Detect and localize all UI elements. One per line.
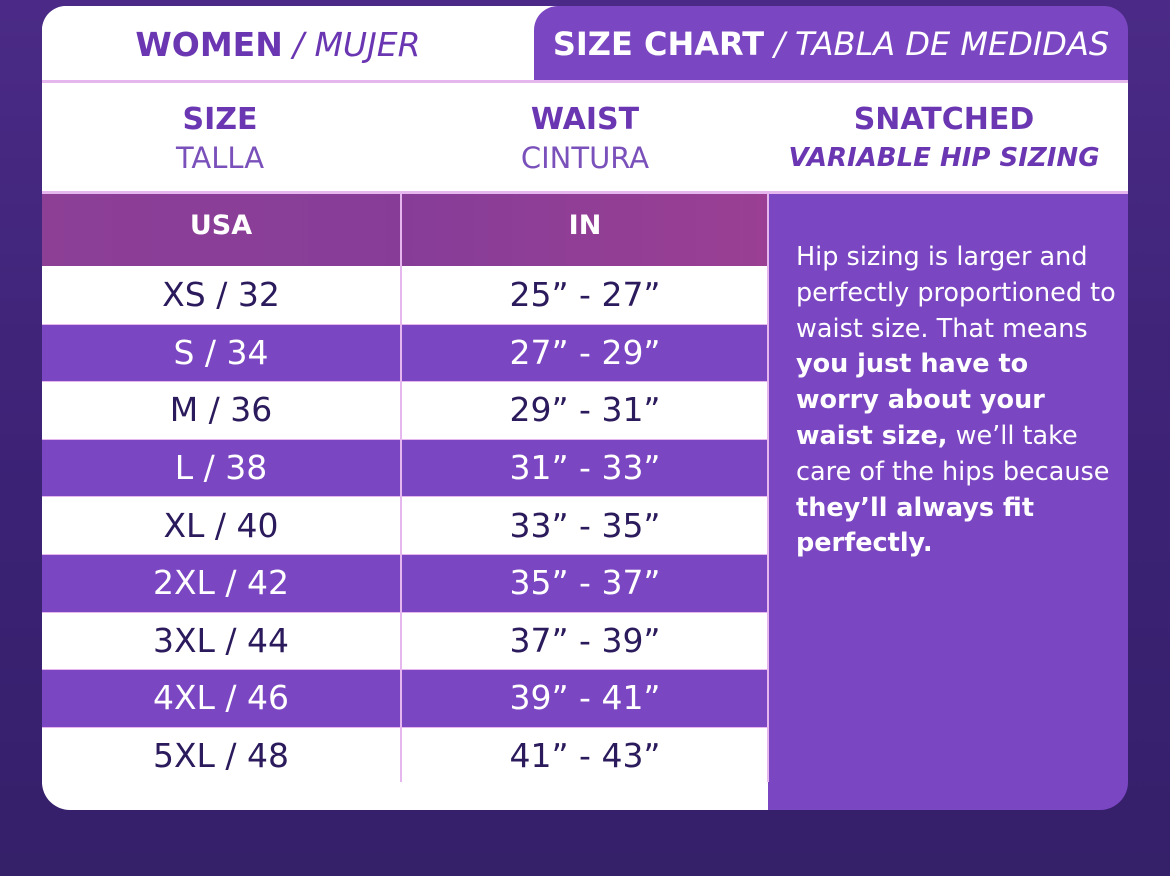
- snatched-header-sub: VARIABLE HIP SIZING: [788, 143, 1100, 173]
- size-cell: M / 36: [169, 390, 273, 430]
- size-chart-tab: [534, 6, 1128, 82]
- waist-cell: 41” - 43”: [509, 736, 661, 776]
- table-row: XL / 40 33” - 35”: [42, 496, 768, 554]
- row-separator: [42, 611, 768, 613]
- size-chart-title: SIZE CHART / TABLA DE MEDIDAS: [534, 6, 1128, 82]
- row-separator: [42, 381, 768, 383]
- row-separator: [42, 726, 768, 728]
- row-separator: [42, 323, 768, 325]
- hip-text-bold2: they’ll always fit perfectly.: [796, 492, 1035, 559]
- unit-usa: USA: [189, 209, 253, 241]
- bottom-strip: [0, 876, 1170, 888]
- size-cell: L / 38: [174, 448, 268, 488]
- women-title-bold: WOMEN: [135, 24, 283, 64]
- header-bottom-divider: [42, 191, 1128, 194]
- size-chart-title-italic: / TABLA DE MEDIDAS: [774, 25, 1110, 63]
- table-row: 5XL / 48 41” - 43”: [42, 726, 768, 785]
- table-row: M / 36 29” - 31”: [42, 381, 768, 439]
- column-divider: [400, 194, 402, 782]
- women-title-italic: / MUJER: [292, 24, 421, 64]
- row-separator: [42, 554, 768, 555]
- waist-header-main: WAIST: [530, 102, 640, 137]
- waist-cell: 37” - 39”: [509, 620, 661, 660]
- waist-cell: 39” - 41”: [509, 678, 661, 718]
- size-cell: 5XL / 48: [152, 736, 290, 776]
- waist-cell: 35” - 37”: [509, 563, 661, 603]
- hip-text-part2: we’ll take care of the hips because: [796, 420, 1110, 487]
- waist-column-header: WAIST CINTURA: [402, 100, 768, 176]
- women-tab: [42, 6, 514, 84]
- women-title: WOMEN / MUJER: [42, 6, 514, 82]
- waist-cell: 33” - 35”: [509, 505, 661, 545]
- waist-cell: 27” - 29”: [509, 332, 661, 372]
- size-cell: 4XL / 46: [152, 678, 290, 718]
- size-cell: 2XL / 42: [152, 563, 290, 603]
- size-cell: XS / 32: [162, 275, 280, 315]
- table-row: 3XL / 44 37” - 39”: [42, 611, 768, 670]
- row-separator: [42, 669, 768, 671]
- table-row: XS / 32 25” - 27”: [42, 266, 768, 324]
- table-row: 4XL / 46 39” - 41”: [42, 669, 768, 727]
- snatched-column-header: SNATCHED VARIABLE HIP SIZING: [768, 100, 1120, 176]
- snatched-header-main: SNATCHED: [853, 102, 1035, 137]
- table-row: 2XL / 42 35” - 37”: [42, 554, 768, 612]
- row-separator: [42, 438, 768, 440]
- column-header-band: [42, 82, 1128, 194]
- size-chart-title-bold: SIZE CHART: [552, 25, 765, 63]
- size-cell: 3XL / 44: [152, 620, 290, 660]
- size-cell: XL / 40: [163, 505, 279, 545]
- table-row: L / 38 31” - 33”: [42, 438, 768, 497]
- waist-cell: 29” - 31”: [509, 390, 661, 430]
- size-header-main: SIZE: [182, 102, 258, 137]
- waist-cell: 31” - 33”: [509, 448, 661, 488]
- hip-text-bold1: you just have to worry about your waist …: [796, 349, 1045, 451]
- unit-header-row: [42, 194, 768, 266]
- row-separator: [42, 496, 768, 498]
- size-cell: S / 34: [173, 332, 269, 372]
- table-row: S / 34 27” - 29”: [42, 323, 768, 382]
- waist-cell: 25” - 27”: [509, 275, 661, 315]
- hip-text-part1: Hip sizing is larger and perfectly propo…: [796, 242, 1116, 344]
- unit-in: IN: [568, 209, 602, 241]
- waist-header-sub: CINTURA: [520, 141, 650, 175]
- hip-sizing-text: Hip sizing is larger and perfectly propo…: [796, 240, 1116, 562]
- hip-info-panel: [768, 194, 1128, 810]
- size-column-header: SIZE TALLA: [42, 100, 398, 176]
- size-header-sub: TALLA: [175, 141, 265, 175]
- column-divider-right: [767, 194, 769, 782]
- header-top-divider: [42, 80, 1128, 83]
